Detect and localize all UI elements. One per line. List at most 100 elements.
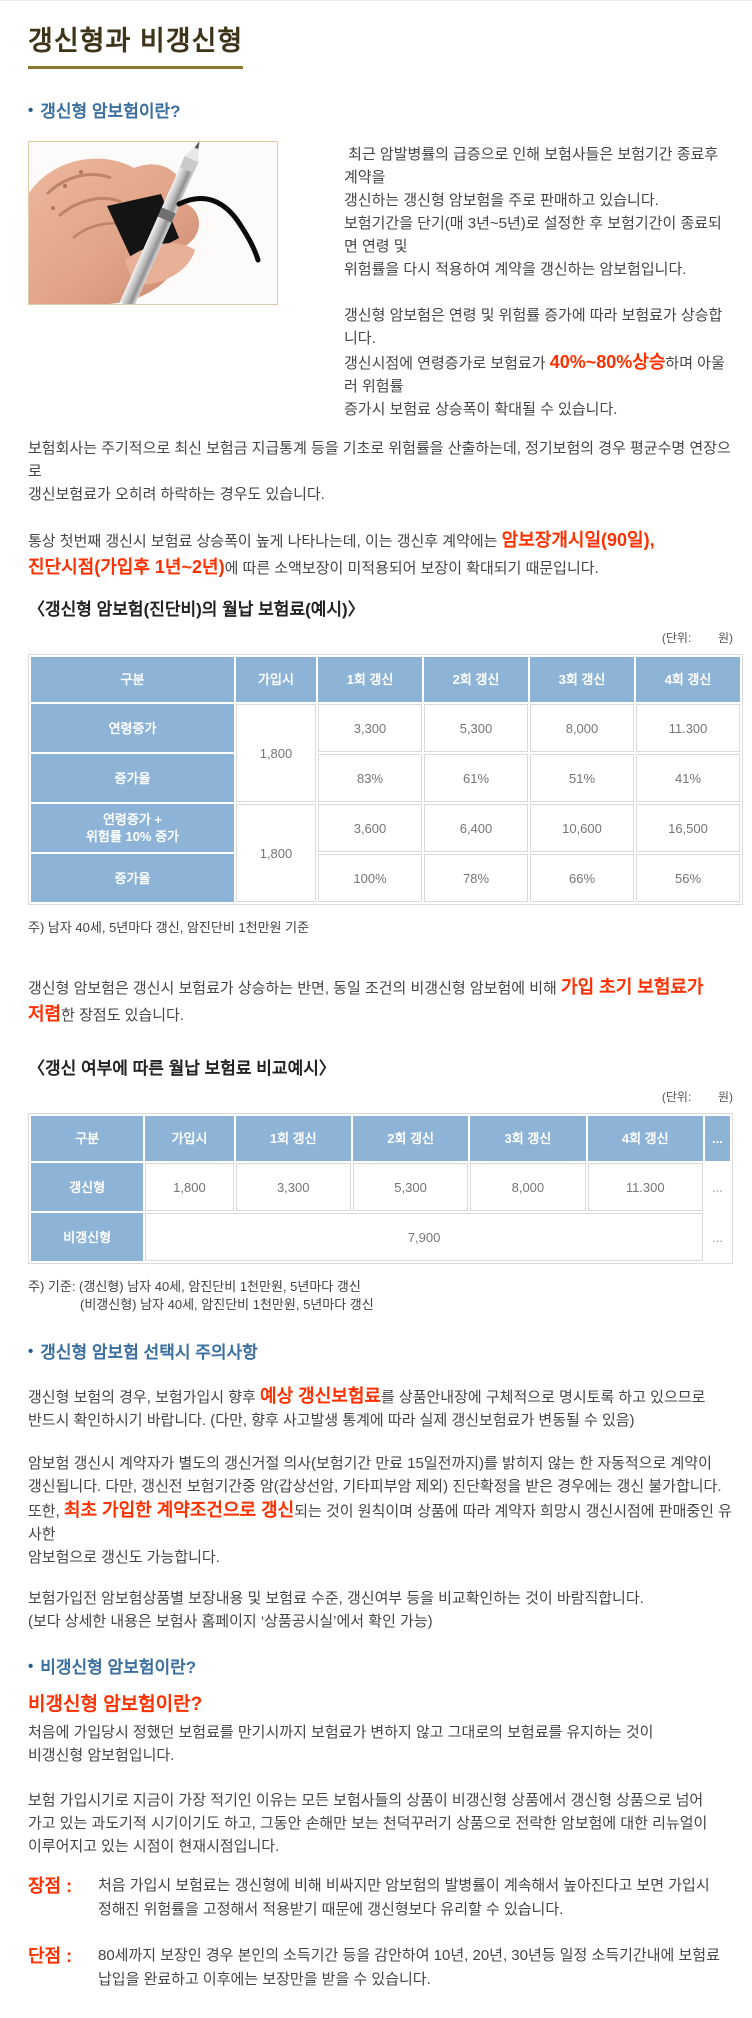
table-cell-ellipsis: ... xyxy=(704,1213,730,1261)
bullet-icon: • xyxy=(28,1343,34,1360)
paragraph-line-part: 를 상품안내장에 구체적으로 명시토록 하고 있으므로 xyxy=(380,1389,706,1406)
table-header-row: 구분 가입시 1회 갱신 2회 갱신 3회 갱신 4회 갱신 xyxy=(31,657,740,702)
col-header: 3회 갱신 xyxy=(530,657,634,702)
caution-paragraph-1: 갱신형 보험의 경우, 보험가입시 향후 예상 갱신보험료를 상품안내장에 구체… xyxy=(28,1384,733,1432)
rise-percent-highlight: 40%~80%상승 xyxy=(549,352,666,372)
table-cell: 41% xyxy=(636,754,740,802)
intro-line: 보험기간을 단기(매 3년~5년)로 설정한 후 보험기간이 종료되면 연령 및 xyxy=(344,215,722,255)
paragraph-line: 갱신형 보험의 경우, 보험가입시 향후 예상 갱신보험료를 상품안내장에 구체… xyxy=(28,1384,733,1409)
table-row: 증가율 100% 78% 66% 56% xyxy=(31,854,740,902)
intro-text: 최근 암발병률의 급증으로 인해 보험사들은 보험기간 종료후 계약을 갱신하는… xyxy=(344,141,733,421)
table-cell: 11.300 xyxy=(587,1163,703,1211)
table-row: 연령증가 1,800 3,300 5,300 8,000 11.300 xyxy=(31,704,740,802)
intro-line: 최근 암발병률의 급증으로 인해 보험사들은 보험기간 종료후 계약을 xyxy=(344,146,719,186)
table-cell: 3,300 xyxy=(318,704,422,752)
diagnosis-point-highlight: 진단시점(가입후 1년~2년) xyxy=(28,557,225,577)
paragraph-line-part: 갱신형 암보험은 갱신시 보험료가 상승하는 반면, 동일 조건의 비갱신형 암… xyxy=(28,980,562,997)
coverage-start-highlight: 암보장개시일(90일), xyxy=(501,530,655,550)
intro-line-part: 하며 아울러 위험률 xyxy=(344,355,725,395)
renewal-comparison-table: 구분 가입시 1회 갱신 2회 갱신 3회 갱신 4회 갱신 ... 갱신형 1… xyxy=(28,1113,733,1264)
paragraph-line: 반드시 확인하시기 바랍니다. (다만, 향후 사고발생 통계에 따라 실제 갱… xyxy=(28,1412,635,1429)
paragraph-line-part: 한 장점도 있습니다. xyxy=(61,1007,185,1024)
paragraph-cheap-early: 갱신형 암보험은 갱신시 보험료가 상승하는 반면, 동일 조건의 비갱신형 암… xyxy=(28,975,733,1029)
paragraph-line: 저렴한 장점도 있습니다. xyxy=(28,1002,733,1029)
section-heading-caution: • 갱신형 암보험 선택시 주의사항 xyxy=(28,1340,733,1364)
table-cell: 1,800 xyxy=(236,804,316,902)
intro-line: 갱신시점에 연령증가로 보험료가 40%~80%상승하며 아울러 위험률 xyxy=(344,350,733,398)
table-cell: 3,300 xyxy=(235,1163,351,1211)
pros-text: 처음 가입시 보험료는 갱신형에 비해 비싸지만 암보험의 발병률이 계속해서 … xyxy=(90,1874,710,1922)
early-premium-highlight: 가입 초기 보험료가 xyxy=(561,977,704,997)
paragraph-line-part: 통상 첫번째 갱신시 보험료 상승폭이 높게 나타나는데, 이는 갱신후 계약에… xyxy=(28,533,502,550)
paragraph-line: 납입을 완료하고 이후에는 보장만을 받을 수 있습니다. xyxy=(98,1971,431,1988)
intro-line: 갱신형 암보험은 연령 및 위험률 증가에 따라 보험료가 상승합니다. xyxy=(344,307,723,347)
table2-title: 〈갱신 여부에 따른 월납 보험료 비교예시〉 xyxy=(28,1059,336,1078)
paragraph-line-part: 갱신형 보험의 경우, 보험가입시 향후 xyxy=(28,1389,261,1406)
paragraph-line: 처음 가입시 보험료는 갱신형에 비해 비싸지만 암보험의 발병률이 계속해서 … xyxy=(98,1877,710,1894)
expected-premium-highlight: 예상 갱신보험료 xyxy=(260,1386,381,1406)
caution-paragraph-2: 암보험 갱신시 계약자가 별도의 갱신거절 의사(보험기간 만료 15일전까지)… xyxy=(28,1452,733,1569)
table-cell: 11.300 xyxy=(636,704,740,752)
paragraph-first-renewal: 통상 첫번째 갱신시 보험료 상승폭이 높게 나타나는데, 이는 갱신후 계약에… xyxy=(28,528,733,582)
table2-note: 주) 기준: (갱신형) 남자 40세, 암진단비 1천만원, 5년마다 갱신 … xyxy=(28,1278,733,1314)
intro-line: 위험률을 다시 적용하여 계약을 갱신하는 암보험입니다. xyxy=(344,261,687,278)
col-header: 4회 갱신 xyxy=(636,657,740,702)
paragraph-line: 갱신됩니다. 다만, 갱신전 보험기간중 암(갑상선암, 기타피부암 제외) 진… xyxy=(28,1478,722,1495)
cons-label: 단점 : xyxy=(28,1946,73,1966)
paragraph-line: 갱신보험료가 오히려 하락하는 경우도 있습니다. xyxy=(28,486,325,503)
nonrenewable-paragraph-1: 처음에 가입당시 정했던 보험료를 만기시까지 보험료가 변하지 않고 그대로의… xyxy=(28,1721,733,1767)
table2-unit: (단위: 원) xyxy=(661,1090,733,1104)
cons-text: 80세까지 보장인 경우 본인의 소득기간 등을 감안하여 10년, 20년, … xyxy=(90,1944,720,1992)
paragraph-company: 보험회사는 주기적으로 최신 보험금 지급통계 등을 기초로 위험률을 산출하는… xyxy=(28,437,733,506)
nonrenewable-red-heading: 비갱신형 암보험이란? xyxy=(28,1694,203,1715)
table-cell: 78% xyxy=(424,854,528,902)
col-header-ellipsis: ... xyxy=(704,1116,730,1161)
renewal-premium-table: 구분 가입시 1회 갱신 2회 갱신 3회 갱신 4회 갱신 연령증가 1,80… xyxy=(28,654,743,905)
table-cell: 8,000 xyxy=(470,1163,586,1211)
page-title: 갱신형과 비갱신형 xyxy=(28,25,244,69)
table-cell: 100% xyxy=(318,854,422,902)
caution-paragraph-3: 보험가입전 암보험상품별 보장내용 및 보험료 수준, 갱신여부 등을 비교확인… xyxy=(28,1587,733,1633)
col-header: 가입시 xyxy=(236,657,316,702)
table-row: 비갱신형 7,900 ... xyxy=(31,1213,730,1261)
section-heading-caution-label: 갱신형 암보험 선택시 주의사항 xyxy=(40,1343,258,1362)
paragraph-line: 정해진 위험률을 고정해서 적용받기 때문에 갱신형보다 유리할 수 있습니다. xyxy=(98,1901,564,1918)
paragraph-line: 처음에 가입당시 정했던 보험료를 만기시까지 보험료가 변하지 않고 그대로의… xyxy=(28,1724,654,1741)
hand-writing-photo xyxy=(28,141,278,305)
paragraph-line: 보험 가입시기로 지금이 가장 적기인 이유는 모든 보험사들의 상품이 비갱신… xyxy=(28,1792,704,1809)
paragraph-line: 보험가입전 암보험상품별 보장내용 및 보험료 수준, 갱신여부 등을 비교확인… xyxy=(28,1590,644,1607)
col-header: 1회 갱신 xyxy=(318,657,422,702)
initial-terms-highlight: 최초 가입한 계약조건으로 갱신 xyxy=(63,1500,295,1520)
table1-unit: (단위: 원) xyxy=(661,631,733,645)
row-label: 갱신형 xyxy=(31,1163,144,1211)
paragraph-line: 보험회사는 주기적으로 최신 보험금 지급통계 등을 기초로 위험률을 산출하는… xyxy=(28,440,731,480)
paragraph-line: 가고 있는 과도기적 시기이기도 하고, 그동안 손해만 보는 천덕꾸러기 상품… xyxy=(28,1815,708,1832)
col-header: 구분 xyxy=(31,1116,144,1161)
paragraph-line: 암보험 갱신시 계약자가 별도의 갱신거절 의사(보험기간 만료 15일전까지)… xyxy=(28,1455,712,1472)
paragraph-line: (보다 상세한 내용은 보험사 홈페이지 ‘상품공시실’에서 확인 가능) xyxy=(28,1613,433,1630)
table2-note-line2: (비갱신형) 남자 40세, 암진단비 1천만원, 5년마다 갱신 xyxy=(80,1297,374,1312)
table1-title: 〈갱신형 암보험(진단비)의 월납 보험료(예시)〉 xyxy=(28,600,365,619)
row-label: 증가율 xyxy=(31,854,234,902)
table-cell: 56% xyxy=(636,854,740,902)
table-row: 증가율 83% 61% 51% 41% xyxy=(31,754,740,802)
row-label: 증가율 xyxy=(31,754,234,802)
table-cell: 83% xyxy=(318,754,422,802)
col-header: 구분 xyxy=(31,657,234,702)
table-cell: 3,600 xyxy=(318,804,422,852)
col-header: 1회 갱신 xyxy=(235,1116,351,1161)
table2-note-line1: 주) 기준: (갱신형) 남자 40세, 암진단비 1천만원, 5년마다 갱신 xyxy=(28,1279,361,1294)
paragraph-line-part: 또한, xyxy=(28,1503,64,1520)
table-cell-merged: 7,900 xyxy=(145,1213,703,1261)
table-cell: 66% xyxy=(530,854,634,902)
table-cell: 1,800 xyxy=(236,704,316,802)
paragraph-line-part: 에 따른 소액보장이 미적용되어 보장이 확대되기 때문입니다. xyxy=(224,560,599,577)
table-cell-ellipsis: ... xyxy=(704,1163,730,1211)
paragraph-line: 비갱신형 암보험입니다. xyxy=(28,1747,175,1764)
table-cell: 8,000 xyxy=(530,704,634,752)
bullet-icon: • xyxy=(28,1658,34,1675)
col-header: 4회 갱신 xyxy=(587,1116,703,1161)
table-cell: 51% xyxy=(530,754,634,802)
bullet-icon: • xyxy=(28,102,34,119)
